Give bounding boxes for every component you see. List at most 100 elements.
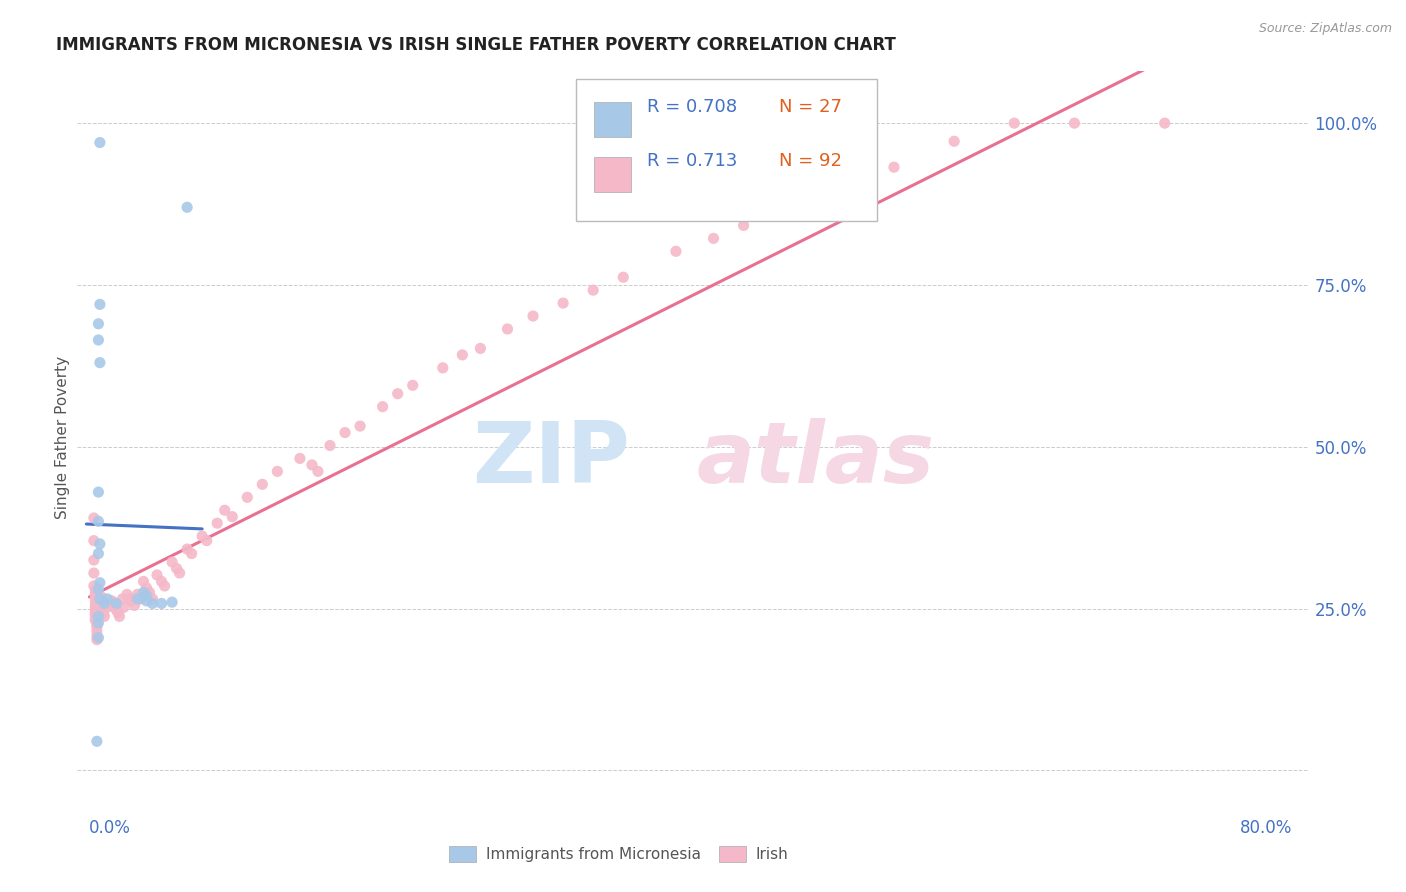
Point <box>191 529 214 543</box>
Point <box>89 537 111 551</box>
Point <box>108 609 131 624</box>
Text: IMMIGRANTS FROM MICRONESIA VS IRISH SINGLE FATHER POVERTY CORRELATION CHART: IMMIGRANTS FROM MICRONESIA VS IRISH SING… <box>56 36 896 54</box>
Point <box>146 568 169 582</box>
Point <box>84 608 107 623</box>
Point <box>132 585 155 599</box>
Text: Source: ZipAtlas.com: Source: ZipAtlas.com <box>1258 22 1392 36</box>
Point <box>252 477 274 491</box>
Point <box>127 591 149 606</box>
Point <box>205 516 228 531</box>
Point <box>883 160 905 174</box>
Point <box>91 599 114 613</box>
Point <box>402 378 425 392</box>
Text: 80.0%: 80.0% <box>1240 819 1292 837</box>
Point <box>84 603 107 617</box>
Point <box>1153 116 1175 130</box>
Point <box>84 607 107 621</box>
Point <box>451 348 474 362</box>
Text: atlas: atlas <box>696 417 935 500</box>
Point <box>150 574 173 589</box>
Point <box>733 219 755 233</box>
Point <box>470 342 492 356</box>
Point <box>943 134 966 148</box>
Point <box>266 464 288 478</box>
Point <box>84 613 107 627</box>
Point <box>87 333 110 347</box>
Point <box>107 606 129 620</box>
Point <box>105 596 128 610</box>
Point <box>87 317 110 331</box>
Point <box>169 566 191 580</box>
Legend: Immigrants from Micronesia, Irish: Immigrants from Micronesia, Irish <box>443 840 794 868</box>
Point <box>87 615 110 630</box>
Point <box>160 555 183 569</box>
Point <box>150 596 173 610</box>
Point <box>118 591 141 606</box>
Point <box>84 587 107 601</box>
Point <box>823 179 845 194</box>
Point <box>176 200 198 214</box>
Point <box>702 231 724 245</box>
Point <box>90 590 112 604</box>
Point <box>96 591 118 606</box>
Point <box>101 594 124 608</box>
Point <box>582 283 605 297</box>
Point <box>83 553 105 567</box>
Point <box>93 596 115 610</box>
Point <box>288 451 311 466</box>
Point <box>1063 116 1085 130</box>
Point <box>104 600 127 615</box>
Point <box>86 734 108 748</box>
FancyBboxPatch shape <box>575 78 877 221</box>
Point <box>89 297 111 311</box>
Point <box>195 533 218 548</box>
Point <box>333 425 356 440</box>
Point <box>87 485 110 500</box>
Point <box>93 609 115 624</box>
Point <box>214 503 236 517</box>
Point <box>84 589 107 603</box>
Point <box>84 583 107 598</box>
Point <box>86 624 108 639</box>
Point <box>236 490 259 504</box>
Point <box>135 594 157 608</box>
Text: R = 0.708: R = 0.708 <box>647 97 737 116</box>
Point <box>387 386 409 401</box>
Point <box>166 561 188 575</box>
Text: ZIP: ZIP <box>472 417 630 500</box>
Point <box>349 419 371 434</box>
Point <box>87 609 110 624</box>
Point <box>91 603 114 617</box>
Point <box>89 575 111 590</box>
Point <box>84 590 107 604</box>
Point <box>496 322 519 336</box>
Point <box>129 591 152 606</box>
Point <box>87 547 110 561</box>
Point <box>432 360 454 375</box>
Point <box>301 458 323 472</box>
Point <box>84 600 107 615</box>
Point <box>221 509 243 524</box>
Point <box>91 607 114 621</box>
Point <box>124 599 146 613</box>
Point <box>103 598 125 612</box>
Text: N = 27: N = 27 <box>779 97 842 116</box>
Point <box>86 632 108 647</box>
Point <box>89 591 111 606</box>
Text: N = 92: N = 92 <box>779 153 842 170</box>
Point <box>307 464 329 478</box>
Point <box>83 579 105 593</box>
Point <box>553 296 575 310</box>
Point <box>138 585 160 599</box>
Point <box>86 620 108 634</box>
Point <box>115 587 138 601</box>
Point <box>180 547 202 561</box>
Point <box>84 594 107 608</box>
Point <box>83 533 105 548</box>
Point <box>83 511 105 525</box>
Point <box>127 587 149 601</box>
Point <box>612 270 634 285</box>
Point <box>135 581 157 595</box>
Point <box>121 594 143 608</box>
Point <box>132 574 155 589</box>
